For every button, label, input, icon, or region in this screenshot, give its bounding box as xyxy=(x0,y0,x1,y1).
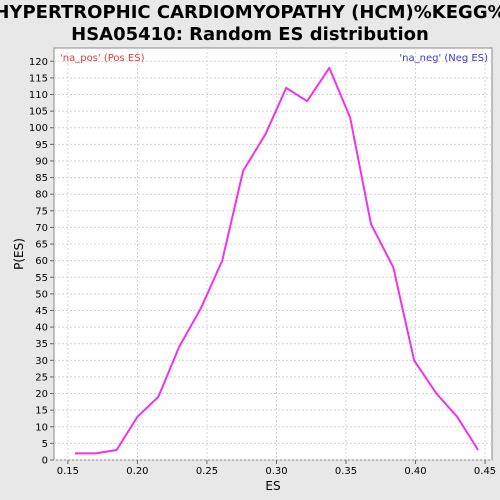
grid-lines xyxy=(54,48,492,461)
y-axis-ticks: 0 5 10 15 20 25 30 35 40 45 50 55 60 65 70 75 80 85 90 95 10… xyxy=(29,57,54,467)
y-tick-label: 95 xyxy=(35,140,48,151)
x-tick-label: 0.30 xyxy=(265,466,287,477)
y-tick-label: 60 xyxy=(35,256,48,267)
y-tick-label: 0 xyxy=(42,456,48,467)
es-distribution-line xyxy=(74,66,479,455)
chart-title-line-2: HSA05410: Random ES distribution xyxy=(71,24,429,45)
y-tick-label: 120 xyxy=(29,57,48,68)
y-tick-label: 65 xyxy=(35,240,48,251)
y-tick-label: 110 xyxy=(29,90,48,101)
y-tick-label: 40 xyxy=(35,323,48,334)
series-layer xyxy=(74,66,479,455)
x-axis-ticks: 0.15 0.20 0.25 0.30 0.35 0.40 0.45 xyxy=(57,460,496,477)
y-tick-label: 100 xyxy=(29,123,48,134)
y-tick-label: 55 xyxy=(35,273,48,284)
y-tick-label: 5 xyxy=(42,439,48,450)
y-tick-label: 45 xyxy=(35,306,48,317)
y-tick-label: 85 xyxy=(35,173,48,184)
chart-title-line-1: HYPERTROPHIC CARDIOMYOPATHY (HCM)%KEGG% xyxy=(0,2,500,23)
x-tick-label: 0.25 xyxy=(196,466,218,477)
y-tick-label: 80 xyxy=(35,190,48,201)
x-axis-label: ES xyxy=(265,479,280,493)
x-tick-label: 0.35 xyxy=(335,466,357,477)
x-tick-label: 0.20 xyxy=(126,466,148,477)
y-axis-label: P(ES) xyxy=(12,238,26,270)
x-tick-label: 0.15 xyxy=(57,466,79,477)
y-tick-label: 10 xyxy=(35,422,48,433)
y-tick-label: 20 xyxy=(35,389,48,400)
plot-area xyxy=(53,47,493,461)
y-tick-label: 30 xyxy=(35,356,48,367)
y-tick-label: 105 xyxy=(29,107,48,118)
x-tick-label: 0.45 xyxy=(474,466,496,477)
y-tick-label: 35 xyxy=(35,339,48,350)
pos-es-label: 'na_pos' (Pos ES) xyxy=(60,53,145,64)
y-tick-label: 90 xyxy=(35,156,48,167)
x-tick-label: 0.40 xyxy=(404,466,426,477)
y-tick-label: 115 xyxy=(29,73,48,84)
y-tick-label: 25 xyxy=(35,372,48,383)
y-tick-label: 50 xyxy=(35,289,48,300)
y-tick-label: 75 xyxy=(35,206,48,217)
y-tick-label: 15 xyxy=(35,406,48,417)
neg-es-label: 'na_neg' (Neg ES) xyxy=(399,53,488,64)
y-tick-label: 70 xyxy=(35,223,48,234)
